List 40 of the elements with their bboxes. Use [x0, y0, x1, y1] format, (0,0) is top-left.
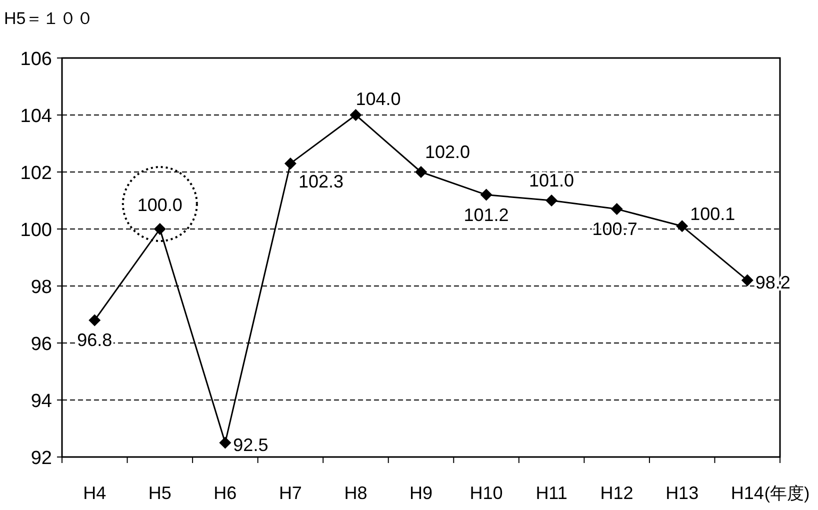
- point: [676, 220, 688, 232]
- point: [480, 188, 492, 201]
- x-tick-label: H8: [344, 483, 368, 503]
- point: [415, 166, 427, 178]
- y-axis-title: H5＝１００: [4, 9, 94, 28]
- text: 102.0: [425, 142, 470, 162]
- point: [284, 157, 296, 170]
- text: 104.0: [356, 89, 401, 109]
- text: 102.3: [298, 171, 344, 192]
- text: 101.0: [529, 170, 574, 190]
- x-tick-label: H7: [278, 483, 302, 503]
- y-tick-label: 96: [30, 334, 52, 355]
- y-tick-label: 94: [30, 391, 52, 412]
- x-tick-label: H10: [470, 483, 503, 503]
- y-tick-label: 106: [20, 49, 52, 70]
- text: 101.2: [464, 204, 509, 225]
- x-tick-label: H11: [536, 483, 568, 503]
- x-tick-label: H6: [214, 483, 237, 503]
- y-tick-label: 102: [20, 163, 52, 184]
- point: [154, 223, 166, 235]
- point: [610, 203, 623, 216]
- x-axis-title: (年度): [764, 484, 810, 503]
- x-tick-label: H9: [409, 483, 433, 503]
- point: [219, 436, 232, 449]
- x-tick-label: H12: [600, 483, 634, 503]
- text: 92.5: [233, 434, 268, 455]
- x-tick-label: H14: [730, 483, 764, 503]
- point: [741, 274, 754, 286]
- y-tick-label: 104: [20, 106, 52, 127]
- y-tick-label: 92: [30, 448, 52, 469]
- point: [350, 109, 362, 121]
- text: 100.0: [137, 195, 182, 215]
- point: [88, 314, 101, 326]
- x-tick-label: H5: [148, 483, 172, 503]
- y-tick-label: 100: [20, 220, 52, 241]
- y-tick-label: 98: [30, 277, 52, 298]
- x-tick-label: H4: [83, 483, 106, 503]
- point: [546, 194, 558, 206]
- x-tick-label: H13: [666, 483, 699, 503]
- text: 100.1: [690, 204, 736, 224]
